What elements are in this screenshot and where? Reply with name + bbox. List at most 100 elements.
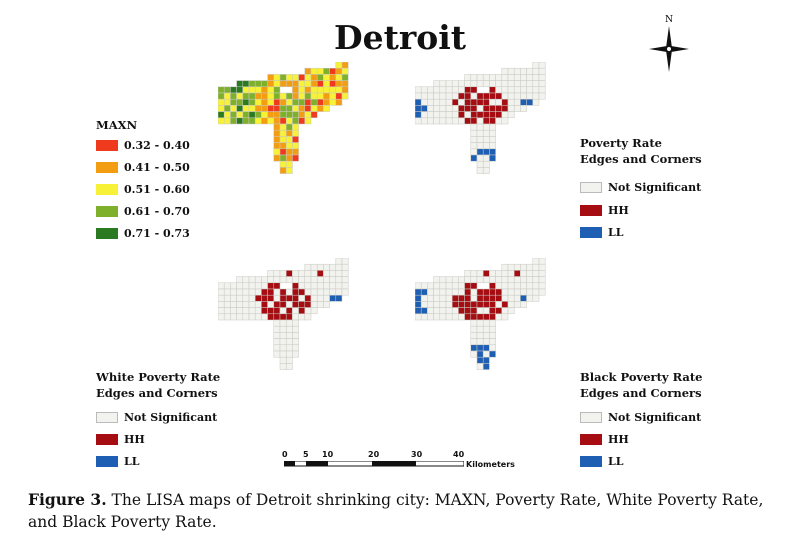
legend-swatch	[96, 162, 118, 173]
map-cell	[310, 307, 318, 315]
map-cell	[526, 98, 534, 106]
maxn-legend-title: MAXN	[96, 118, 138, 132]
map-cell	[470, 129, 478, 137]
map-cell	[501, 307, 509, 315]
maxn-legend: MAXN	[96, 118, 137, 134]
map-cell	[218, 288, 225, 296]
map-cell	[520, 86, 527, 94]
map-cell	[464, 86, 472, 94]
map-cell	[538, 288, 546, 296]
map-cell	[267, 74, 275, 81]
map-cell	[476, 325, 484, 333]
map-cell	[248, 294, 256, 302]
map-cell	[470, 98, 478, 106]
legend-label: 0.71 - 0.73	[124, 227, 190, 240]
map-cell	[520, 263, 527, 271]
map-cell	[482, 111, 490, 119]
legend-label: 0.41 - 0.50	[124, 161, 190, 174]
map-cell	[298, 74, 306, 81]
map-cell	[273, 344, 281, 352]
legend-swatch	[580, 182, 602, 193]
map-cell	[420, 111, 428, 119]
white-poverty-legend-title: White Poverty Rate	[96, 370, 221, 384]
map-cell	[254, 105, 262, 112]
map-cell	[464, 270, 472, 277]
map-cell	[273, 338, 281, 346]
map-cell	[273, 117, 281, 125]
map-cell	[285, 350, 293, 358]
map-cell	[476, 92, 484, 100]
map-cell	[236, 307, 244, 315]
black-poverty-legend-item: Not Significant	[580, 411, 701, 424]
map-cell	[445, 313, 453, 321]
map-cell	[451, 105, 459, 112]
map-cell	[292, 98, 299, 106]
legend-label: Not Significant	[608, 411, 702, 424]
legend-swatch	[96, 184, 118, 195]
map-cell	[464, 111, 472, 119]
map-cell	[329, 263, 337, 271]
map-cell	[495, 111, 503, 119]
poverty-legend-item: HH	[580, 204, 629, 217]
map-cell	[439, 313, 447, 321]
map-cell	[335, 98, 343, 106]
map-cell	[470, 123, 478, 131]
map-cell	[218, 86, 225, 94]
map-cell	[310, 92, 318, 100]
map-cell	[335, 62, 343, 69]
map-cell	[520, 92, 527, 100]
map-cell	[482, 80, 490, 88]
map-cell	[470, 154, 478, 162]
map-cell	[464, 307, 472, 315]
map-cell	[242, 105, 250, 112]
map-cell	[507, 263, 515, 271]
map-cell	[526, 74, 534, 81]
map-cell	[489, 270, 496, 277]
map-cell	[323, 270, 330, 277]
map-cell	[279, 270, 287, 277]
poverty-legend-item: Not Significant	[580, 181, 701, 194]
map-cell	[261, 288, 268, 296]
map-cell	[458, 313, 465, 321]
map-cell	[415, 86, 422, 94]
map-cell	[445, 111, 453, 119]
map-cell	[285, 301, 293, 308]
map-cell	[476, 167, 484, 174]
map-cell	[273, 282, 281, 290]
map-cell	[415, 92, 422, 100]
map-cell	[273, 86, 281, 94]
map-cell	[501, 67, 509, 75]
map-cell	[427, 86, 434, 94]
map-cell	[310, 80, 318, 88]
map-cell	[489, 136, 496, 143]
map-cell	[489, 74, 496, 81]
map-cell	[470, 350, 478, 358]
map-cell	[273, 92, 281, 100]
map-cell	[335, 263, 343, 271]
map-cell	[476, 307, 484, 315]
map-cell	[279, 356, 287, 364]
map-cell	[470, 319, 478, 327]
map-cell	[254, 92, 262, 100]
legend-swatch	[96, 456, 118, 467]
map-cell	[489, 288, 496, 296]
map-cell	[292, 136, 299, 143]
map-cell	[341, 74, 349, 81]
map-cell	[501, 117, 509, 125]
map-cell	[489, 301, 496, 308]
map-cell	[501, 288, 509, 296]
map-cell	[513, 288, 521, 296]
map-cell	[415, 282, 422, 290]
map-cell	[482, 105, 490, 112]
map-cell	[285, 92, 293, 100]
map-cell	[316, 74, 324, 81]
map-cell	[415, 98, 422, 106]
map-cell	[254, 111, 262, 119]
map-cell	[451, 294, 459, 302]
map-cell	[292, 338, 299, 346]
map-cell	[489, 294, 496, 302]
map-cell	[476, 142, 484, 150]
map-cell	[316, 301, 324, 308]
map-cell	[323, 276, 330, 284]
map-cell	[242, 80, 250, 88]
